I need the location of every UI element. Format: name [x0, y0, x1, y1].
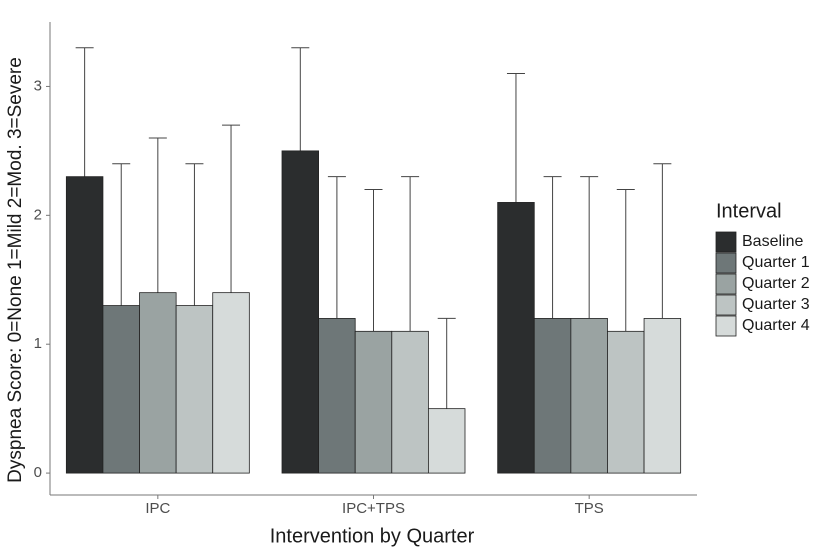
x-tick-label: IPC+TPS: [342, 500, 405, 517]
legend-label: Quarter 1: [742, 254, 810, 271]
legend-key: [715, 294, 737, 316]
bar: [139, 292, 177, 474]
y-tick-label: 1: [34, 335, 42, 352]
legend-label: Baseline: [742, 233, 803, 250]
bar: [354, 330, 393, 474]
bar: [212, 292, 250, 474]
y-tick-label: 0: [34, 464, 42, 481]
bar: [533, 318, 572, 474]
bar: [281, 150, 319, 474]
legend-key: [715, 315, 737, 337]
bar: [175, 305, 214, 474]
legend-title: Interval: [716, 200, 782, 222]
legend-key: [715, 252, 737, 274]
legend-key: [715, 231, 737, 253]
x-axis-label: Intervention by Quarter: [270, 525, 475, 547]
legend-label: Quarter 4: [742, 317, 810, 334]
y-tick-label: 2: [34, 206, 42, 223]
bar: [427, 408, 466, 474]
legend-label: Quarter 2: [742, 275, 810, 292]
bar: [65, 176, 104, 474]
x-tick-label: TPS: [575, 500, 604, 517]
x-tick-label: IPC: [145, 500, 170, 517]
bar: [607, 330, 645, 474]
bar: [643, 318, 682, 474]
bar: [318, 318, 356, 474]
y-tick-label: 3: [34, 77, 42, 94]
legend-label: Quarter 3: [742, 296, 810, 313]
bar: [102, 305, 140, 474]
legend-key: [715, 273, 737, 295]
bar: [497, 202, 535, 474]
y-axis-label: Dyspnea Score: 0=None 1=Mild 2=Mod. 3=Se…: [5, 57, 26, 483]
bar: [570, 318, 608, 474]
bar: [391, 330, 429, 474]
